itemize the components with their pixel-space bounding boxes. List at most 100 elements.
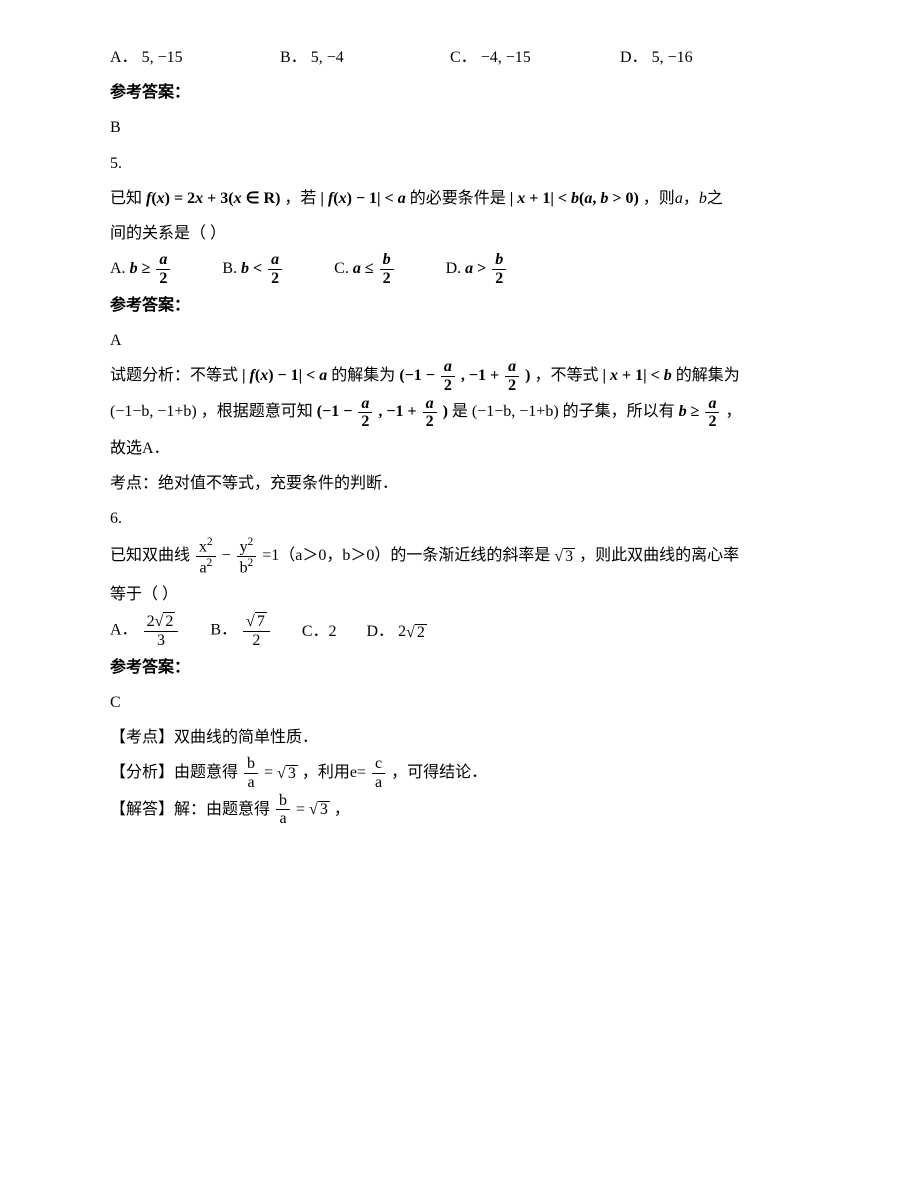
text: 的子集，所以有	[563, 403, 675, 420]
denominator: 2	[268, 270, 282, 288]
q4-choice-b: B． 5, −4	[280, 40, 450, 75]
var: b	[240, 560, 248, 577]
numerator: a	[705, 395, 719, 414]
var: a	[199, 560, 206, 577]
text: 已知	[110, 190, 142, 207]
choice-label: C．	[450, 49, 477, 66]
choice-label: B．	[280, 49, 307, 66]
numerator: b	[244, 755, 258, 774]
math: b	[679, 403, 687, 420]
coef: 2	[147, 613, 155, 630]
choice-value: 5, −15	[142, 49, 183, 66]
numerator: x2	[196, 536, 216, 557]
choice-label: A．	[110, 49, 138, 66]
q5-choices: A. b ≥ a 2 B. b < a 2 C. a ≤ b 2 D. a > …	[110, 251, 860, 287]
q6-choice-d: D． 2√2	[367, 614, 427, 649]
text: ，	[683, 190, 699, 207]
math: b	[130, 260, 138, 277]
interval: (−1−b, −1+b)	[472, 403, 559, 420]
q6-choice-c: C．2	[302, 614, 337, 649]
numerator: a	[358, 395, 372, 414]
fraction-x2-over-a2: x2 a2	[196, 536, 216, 577]
sqrt-3: √3	[554, 548, 575, 565]
q6-number: 6.	[110, 501, 860, 536]
q5-explanation-line1: 试题分析：不等式 | f(x) − 1| < a 的解集为 (−1 − a2 ,…	[110, 358, 860, 394]
text: 的必要条件是	[410, 190, 506, 207]
sqrt-3: √3	[277, 765, 298, 782]
radicand: 2	[415, 624, 427, 641]
q6-stem-line2: 等于（ ）	[110, 577, 860, 612]
q6-answer: C	[110, 685, 860, 720]
text: 【解答】解：由题意得	[110, 801, 270, 818]
q4-choice-d: D． 5, −16	[620, 40, 790, 75]
q4-choices: A． 5, −15 B． 5, −4 C． −4, −15 D． 5, −16	[110, 40, 860, 75]
q4-choice-c: C． −4, −15	[450, 40, 620, 75]
math: a	[353, 260, 361, 277]
radicand: 7	[255, 612, 267, 631]
denominator: a	[276, 810, 290, 828]
denominator: 2	[358, 413, 372, 431]
denominator: b2	[237, 557, 257, 577]
text: 的解集为	[676, 367, 740, 384]
choice-label: C．2	[302, 623, 337, 640]
op: ≤	[365, 260, 374, 277]
numerator: b	[492, 251, 506, 270]
op: ≥	[142, 260, 151, 277]
q5-answer-header: 参考答案：	[110, 288, 860, 323]
numerator: c	[372, 755, 385, 774]
interval: (−1−b, −1+b)	[110, 403, 197, 420]
text: ，可得结论．	[391, 764, 487, 781]
fraction-b-over-a: b a	[244, 755, 258, 791]
q6-choice-b: B． √7 2	[210, 612, 271, 649]
radicand: 2	[163, 612, 175, 631]
var-b: b	[699, 190, 707, 207]
fraction-a-over-2: a 2	[156, 251, 170, 287]
denominator: 2	[492, 270, 506, 288]
math: | f(x) − 1| < a	[242, 367, 327, 384]
denominator: a	[244, 774, 258, 792]
q6-choices: A． 2√2 3 B． √7 2 C．2 D． 2√2	[110, 612, 860, 649]
fraction-c-over-a: c a	[372, 755, 385, 791]
coef: 2	[398, 623, 406, 640]
q6-answer-header: 参考答案：	[110, 650, 860, 685]
fraction: √7 2	[243, 612, 270, 649]
math: b	[241, 260, 249, 277]
numerator: a	[441, 358, 455, 377]
choice-value: 5, −16	[652, 49, 693, 66]
choice-label: B.	[222, 260, 237, 277]
q6-kaodian: 【考点】双曲线的简单性质．	[110, 720, 860, 755]
q4-answer-header: 参考答案：	[110, 75, 860, 110]
q5-choice-d: D. a > b 2	[446, 251, 509, 287]
radicand: 3	[318, 801, 330, 818]
choice-value: 5, −4	[311, 49, 344, 66]
op: <	[253, 260, 262, 277]
text: 【分析】由题意得	[110, 764, 238, 781]
choice-label: D．	[620, 49, 648, 66]
choice-label: C.	[334, 260, 349, 277]
text: 的解集为	[331, 367, 395, 384]
sqrt-3: √3	[309, 801, 330, 818]
q4-choice-a: A． 5, −15	[110, 40, 280, 75]
fraction-b-over-a: b a	[276, 792, 290, 828]
q5-number: 5.	[110, 146, 860, 181]
text: ，根据题意可知	[201, 403, 313, 420]
math-abs2: | x + 1| < b(a, b > 0)	[510, 190, 639, 207]
choice-value: −4, −15	[481, 49, 531, 66]
fraction-a-over-2: a 2	[268, 251, 282, 287]
op: ≥	[691, 403, 700, 420]
numerator: 2√2	[144, 612, 179, 632]
choice-label: A．	[110, 622, 138, 639]
q5-answer: A	[110, 323, 860, 358]
exponent: 2	[207, 557, 213, 569]
math-abs1: | f(x) − 1| < a	[320, 190, 405, 207]
var-a: a	[675, 190, 683, 207]
numerator: √7	[243, 612, 270, 632]
text: ，利用e=	[302, 764, 366, 781]
exponent: 2	[207, 536, 213, 548]
fraction-a-over-2: a 2	[705, 395, 719, 431]
text: ，若	[284, 190, 316, 207]
denominator: a2	[196, 557, 216, 577]
q5-choice-c: C. a ≤ b 2	[334, 251, 395, 287]
fraction-y2-over-b2: y2 b2	[237, 536, 257, 577]
q6-jieda: 【解答】解：由题意得 b a = √3 ，	[110, 792, 860, 828]
